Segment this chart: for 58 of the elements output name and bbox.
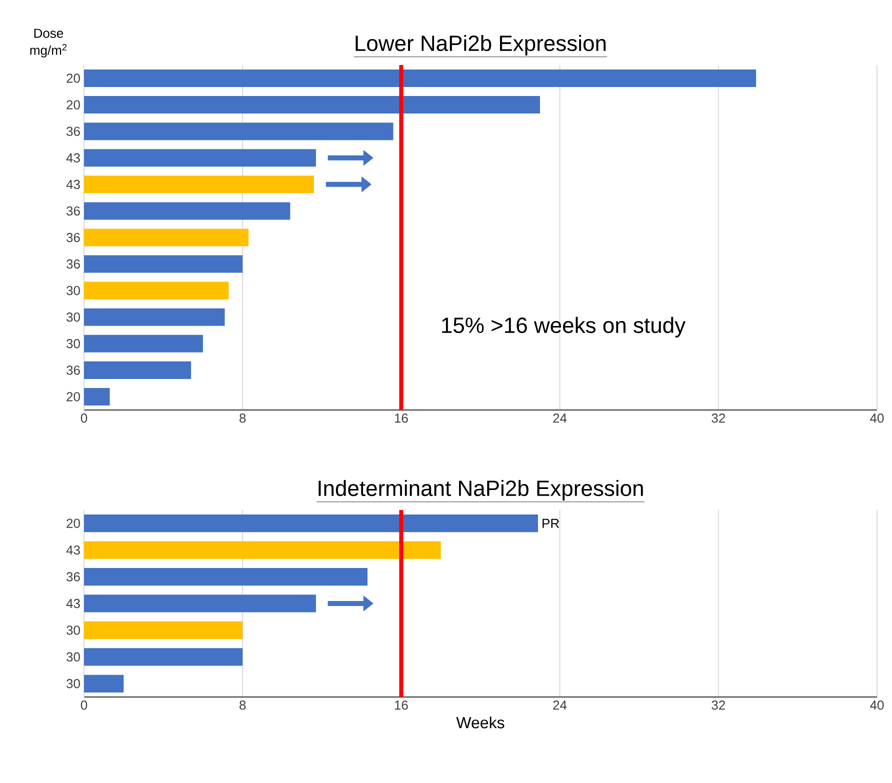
y-tick-label: 20 bbox=[66, 392, 80, 402]
y-tick-label: 20 bbox=[66, 518, 80, 528]
bar bbox=[84, 202, 290, 220]
bar bbox=[84, 388, 110, 406]
y-tick-label: 30 bbox=[66, 652, 80, 662]
bar bbox=[84, 541, 441, 559]
y-tick-label: 30 bbox=[66, 339, 80, 348]
y-tick-label: 30 bbox=[66, 286, 80, 296]
y-tick-label: 36 bbox=[66, 259, 80, 269]
bar bbox=[84, 621, 243, 640]
y-tick-label: 43 bbox=[66, 180, 80, 190]
y-tick-label: 36 bbox=[66, 232, 80, 242]
y-axis-title: Dose mg/m$^{2}$ bbox=[30, 28, 67, 58]
bar bbox=[84, 568, 368, 586]
bar bbox=[84, 361, 192, 379]
bar bbox=[84, 594, 316, 612]
bar bbox=[84, 282, 229, 300]
chart-title: Lower NaPi2b Expression bbox=[356, 34, 606, 56]
y-tick-label: 30 bbox=[66, 679, 80, 688]
bar bbox=[84, 228, 249, 246]
y-tick-label: 36 bbox=[66, 206, 80, 216]
chart-title: Indeterminant NaPi2b Expression bbox=[318, 480, 643, 500]
bar bbox=[84, 514, 538, 532]
x-tick-label: 0 bbox=[80, 700, 88, 710]
bar bbox=[84, 674, 124, 692]
y-tick-label: 36 bbox=[66, 572, 80, 582]
x-tick-label: 16 bbox=[394, 700, 408, 710]
x-tick-label: 32 bbox=[712, 700, 725, 710]
bar bbox=[84, 96, 540, 114]
x-tick-label: 16 bbox=[394, 414, 408, 423]
y-tick-label: 43 bbox=[66, 545, 80, 555]
x-tick-label: 24 bbox=[553, 700, 567, 710]
annotation: 15% >16 weeks on study bbox=[442, 316, 686, 338]
y-tick-label: 36 bbox=[66, 366, 80, 375]
bar bbox=[84, 255, 243, 273]
y-tick-label: 20 bbox=[66, 100, 80, 110]
annotation: PR bbox=[542, 518, 559, 528]
y-tick-label: 43 bbox=[66, 598, 80, 608]
x-tick-label: 40 bbox=[870, 414, 884, 423]
x-tick-label: 40 bbox=[870, 700, 884, 710]
x-tick-label: 0 bbox=[80, 414, 88, 423]
y-tick-label: 36 bbox=[66, 126, 80, 136]
y-tick-label: 20 bbox=[66, 74, 80, 83]
x-tick-label: 32 bbox=[712, 414, 725, 423]
y-tick-label: 30 bbox=[66, 626, 80, 635]
bar bbox=[84, 334, 203, 352]
bar bbox=[84, 149, 316, 167]
y-tick-label: 30 bbox=[66, 312, 80, 322]
bar bbox=[84, 308, 225, 326]
bar bbox=[84, 122, 394, 140]
x-tick-label: 8 bbox=[240, 414, 246, 423]
x-tick-label: 24 bbox=[553, 414, 567, 423]
x-axis-title: Weeks bbox=[456, 716, 504, 728]
y-tick-label: 43 bbox=[66, 153, 80, 162]
bar bbox=[84, 648, 243, 666]
x-tick-label: 8 bbox=[240, 700, 246, 710]
bar bbox=[84, 70, 756, 88]
bar bbox=[84, 176, 314, 194]
